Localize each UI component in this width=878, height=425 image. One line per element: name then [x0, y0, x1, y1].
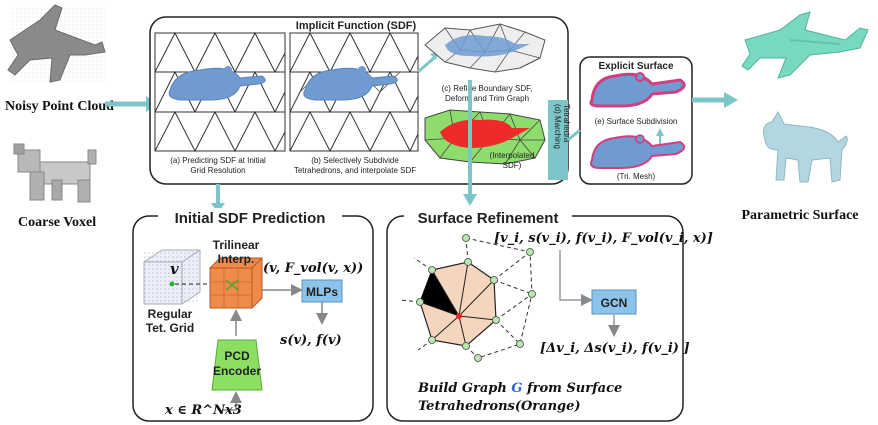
explicit-mouse-bottom [590, 134, 686, 169]
input-to-encoder-arrow [222, 391, 242, 411]
refinement-input-label: [v_i, s(v_i), f(v_i), F_vol(v_i, x)] [494, 231, 713, 246]
initial-input-label: x ∈ R^Nx3 [164, 403, 242, 418]
grid-a [154, 31, 286, 153]
regular-label-1: Regular [148, 307, 193, 321]
marching-line1: (d) Marching [553, 104, 562, 149]
trilinear-label-1: Trilinear [213, 238, 260, 252]
gcn-label: GCN [601, 296, 628, 310]
caption-e: (e) Surface Subdivision [595, 117, 678, 126]
caption-c-line1: (c) Refine Boundary SDF, [442, 84, 533, 93]
pcd-label-1: PCD [224, 349, 250, 363]
caption-c-line2: Deform and Trim Graph [445, 94, 529, 103]
explicit-mouse-top [589, 72, 686, 108]
refine-mesh-c [424, 23, 546, 73]
caption-interp-line1: (Interpolated [490, 151, 535, 160]
subdivision-arrow-head [656, 128, 664, 136]
noisy-point-cloud-label: Noisy Point Cloud [5, 99, 114, 114]
v-label: v [170, 260, 179, 278]
caption-mesh: (Tri. Mesh) [617, 172, 656, 181]
marching-tetrahedra-label: (d) Marching Tetrahedra [553, 104, 571, 149]
trilinear-cube [209, 257, 263, 309]
explicit-title: Explicit Surface [598, 61, 673, 72]
feature-to-gcn-arrow [559, 250, 593, 306]
initial-sdf-title: Initial SDF Prediction [175, 210, 326, 227]
marching-tetrahedra-bar [548, 100, 568, 180]
implicit-title: Implicit Function (SDF) [296, 20, 417, 32]
refinement-title: Surface Refinement [418, 210, 559, 227]
caption-part-a: Build Graph [417, 381, 511, 396]
coarse-voxel-dog [13, 143, 97, 203]
initial-sdf-title-bg [158, 208, 342, 226]
coarse-voxel-label: Coarse Voxel [18, 215, 96, 230]
feature-label: (v, F_vol(v, x)) [263, 261, 363, 276]
grid-b [289, 31, 419, 153]
parametric-dog [763, 110, 848, 183]
pcd-encoder-shape [211, 339, 263, 391]
marching-line2: Tetrahedra [562, 104, 571, 143]
arrow-to-explicit [567, 128, 581, 142]
caption-b-line1: (b) Selectively Subdivide [311, 156, 399, 165]
caption-part-g: G [511, 381, 522, 396]
output-arrow-head [724, 92, 738, 108]
graph-hexagon [399, 234, 536, 362]
interpolated-sdf-mesh [424, 109, 546, 165]
mlps-label: MLPs [306, 285, 338, 299]
initial-output-label: s(v), f(v) [280, 333, 342, 348]
caption-part-b: from Surface [522, 381, 622, 396]
refinement-caption-line2: Tetrahedrons(Orange) [418, 399, 581, 414]
caption-a-line2: Grid Resolution [190, 166, 245, 175]
refinement-caption-line1: Build Graph G from Surface [417, 381, 622, 396]
caption-interp-line2: SDF) [503, 161, 522, 170]
refinement-title-bg [404, 208, 572, 226]
pcd-label-2: Encoder [213, 364, 261, 378]
caption-a-line1: (a) Predicting SDF at Initial [170, 156, 266, 165]
regular-tet-grid-cube [143, 249, 201, 305]
regular-label-2: Tet. Grid [146, 321, 194, 335]
trilinear-label-2: Interp. [218, 252, 255, 266]
parametric-surface-label: Parametric Surface [742, 208, 859, 223]
v-point [169, 281, 175, 287]
caption-b-line2: Tetrahedrons, and interpolate SDF [294, 166, 416, 175]
arrow-b-to-c [417, 56, 435, 74]
parametric-airplane [741, 11, 869, 79]
refinement-output-label: [Δv_i, Δs(v_i), f(v_i) ] [540, 341, 690, 356]
noisy-point-cloud-airplane [7, 4, 106, 83]
arrow-down-to-refinement-head [463, 194, 477, 206]
